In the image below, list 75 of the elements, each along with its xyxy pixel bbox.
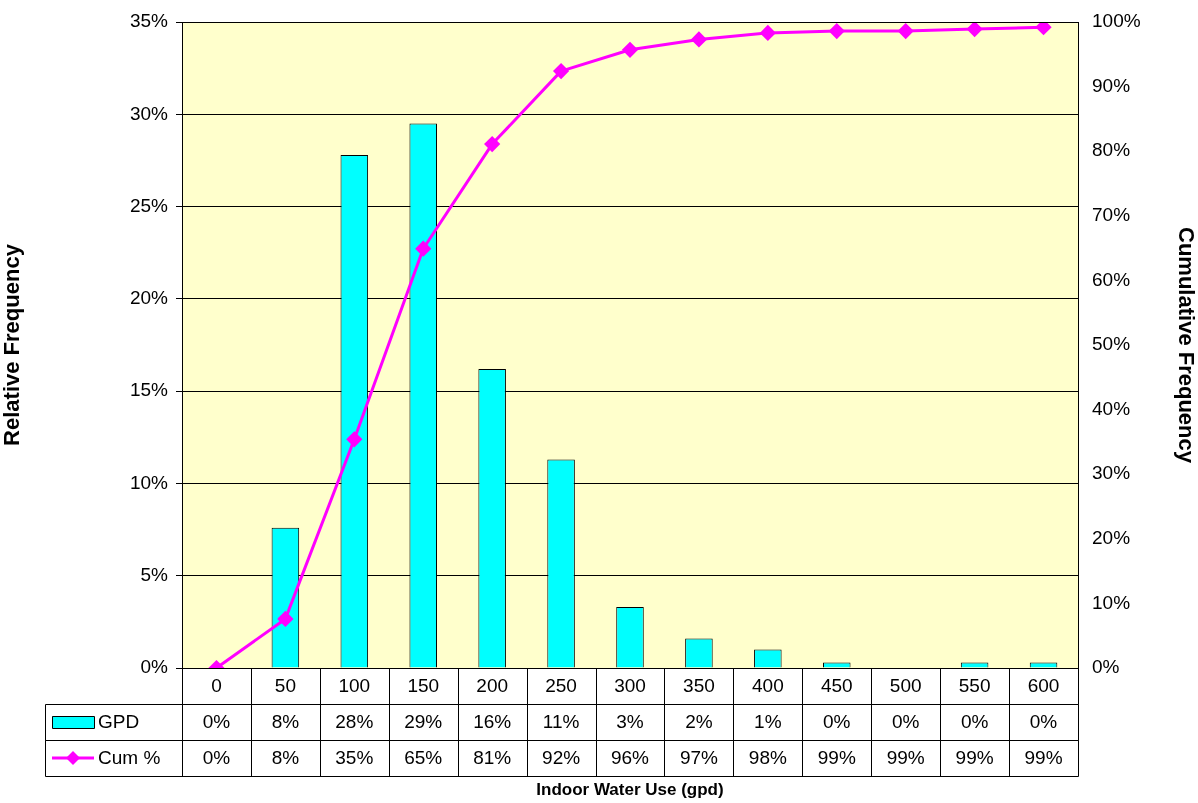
data-label: 29%: [404, 711, 443, 733]
data-label: 0%: [202, 711, 231, 733]
y-axis-title: Relative Frequency: [0, 243, 25, 446]
data-label: 2%: [685, 711, 713, 733]
x-tick-label: 450: [820, 675, 853, 697]
data-label: 0%: [823, 711, 851, 733]
x-tick-label: 250: [545, 675, 577, 697]
data-label: 65%: [404, 747, 443, 769]
y-tick-label: 20%: [129, 287, 169, 309]
data-label: 92%: [542, 747, 581, 769]
data-label: 8%: [271, 711, 300, 733]
y-tick-label: 35%: [129, 10, 169, 32]
data-label: 99%: [1024, 747, 1063, 769]
data-label: 16%: [473, 711, 512, 733]
data-label: 0%: [960, 711, 989, 733]
point: [346, 431, 362, 447]
x-tick-label: 400: [751, 675, 784, 697]
point: [277, 611, 293, 627]
x-axis-title: Indoor Water Use (gpd): [536, 779, 724, 799]
data-label: 1%: [754, 711, 782, 733]
x-tick-label: 50: [274, 675, 296, 697]
y2-tick-label: 70%: [1092, 204, 1131, 226]
y2-tick-label: 0%: [1092, 656, 1120, 678]
data-label: 11%: [542, 711, 580, 733]
legend-label: Cum %: [98, 747, 161, 769]
data-label: 99%: [817, 747, 856, 769]
data-label: 35%: [335, 747, 374, 769]
y2-tick-label: 50%: [1092, 333, 1131, 355]
legend-label: GPD: [98, 711, 140, 733]
data-label: 0%: [891, 711, 920, 733]
point: [415, 241, 431, 257]
y2-tick-label: 60%: [1092, 268, 1131, 290]
y2-tick-label: 10%: [1092, 591, 1131, 613]
data-label: 0%: [1029, 711, 1058, 733]
x-tick-label: 300: [614, 675, 646, 697]
data-label: 98%: [748, 747, 787, 769]
x-tick-label: 200: [476, 675, 509, 697]
point: [967, 22, 983, 37]
x-tick-label: 550: [958, 675, 991, 697]
data-label: 0%: [202, 747, 231, 769]
point: [484, 136, 500, 152]
y2-tick-label: 100%: [1092, 10, 1141, 32]
data-label: 3%: [616, 711, 644, 733]
data-label: 99%: [955, 747, 994, 769]
point: [553, 63, 569, 79]
y2-tick-label: 90%: [1092, 74, 1131, 96]
x-tick-label: 600: [1027, 675, 1060, 697]
y2-tick-label: 30%: [1092, 462, 1131, 484]
point: [829, 23, 845, 39]
y-tick-label: 0%: [140, 656, 169, 678]
y-tick-label: 15%: [129, 379, 169, 401]
point: [898, 23, 914, 39]
data-label: 96%: [610, 747, 650, 769]
y-tick-label: 25%: [129, 194, 169, 216]
y2-axis-title: Cumulative Frequency: [1173, 227, 1198, 464]
x-tick-label: 100: [338, 675, 371, 697]
data-label: 28%: [335, 711, 374, 733]
y-tick-label: 5%: [140, 563, 169, 585]
data-label: 81%: [473, 747, 512, 769]
y2-tick-label: 20%: [1092, 527, 1131, 549]
x-tick-label: 350: [683, 675, 715, 697]
data-label: 99%: [886, 747, 925, 769]
x-tick-label: 0: [211, 675, 222, 697]
x-tick-label: 500: [889, 675, 922, 697]
x-tick-label: 150: [407, 675, 440, 697]
y-tick-label: 10%: [129, 471, 169, 493]
point: [760, 25, 776, 41]
y2-tick-label: 80%: [1092, 139, 1131, 161]
data-label: 8%: [271, 747, 300, 769]
y-tick-label: 30%: [129, 102, 169, 124]
point: [691, 31, 707, 47]
point: [622, 42, 638, 58]
y2-tick-label: 40%: [1092, 397, 1131, 419]
data-label: 97%: [679, 747, 719, 769]
point: [1036, 22, 1052, 35]
